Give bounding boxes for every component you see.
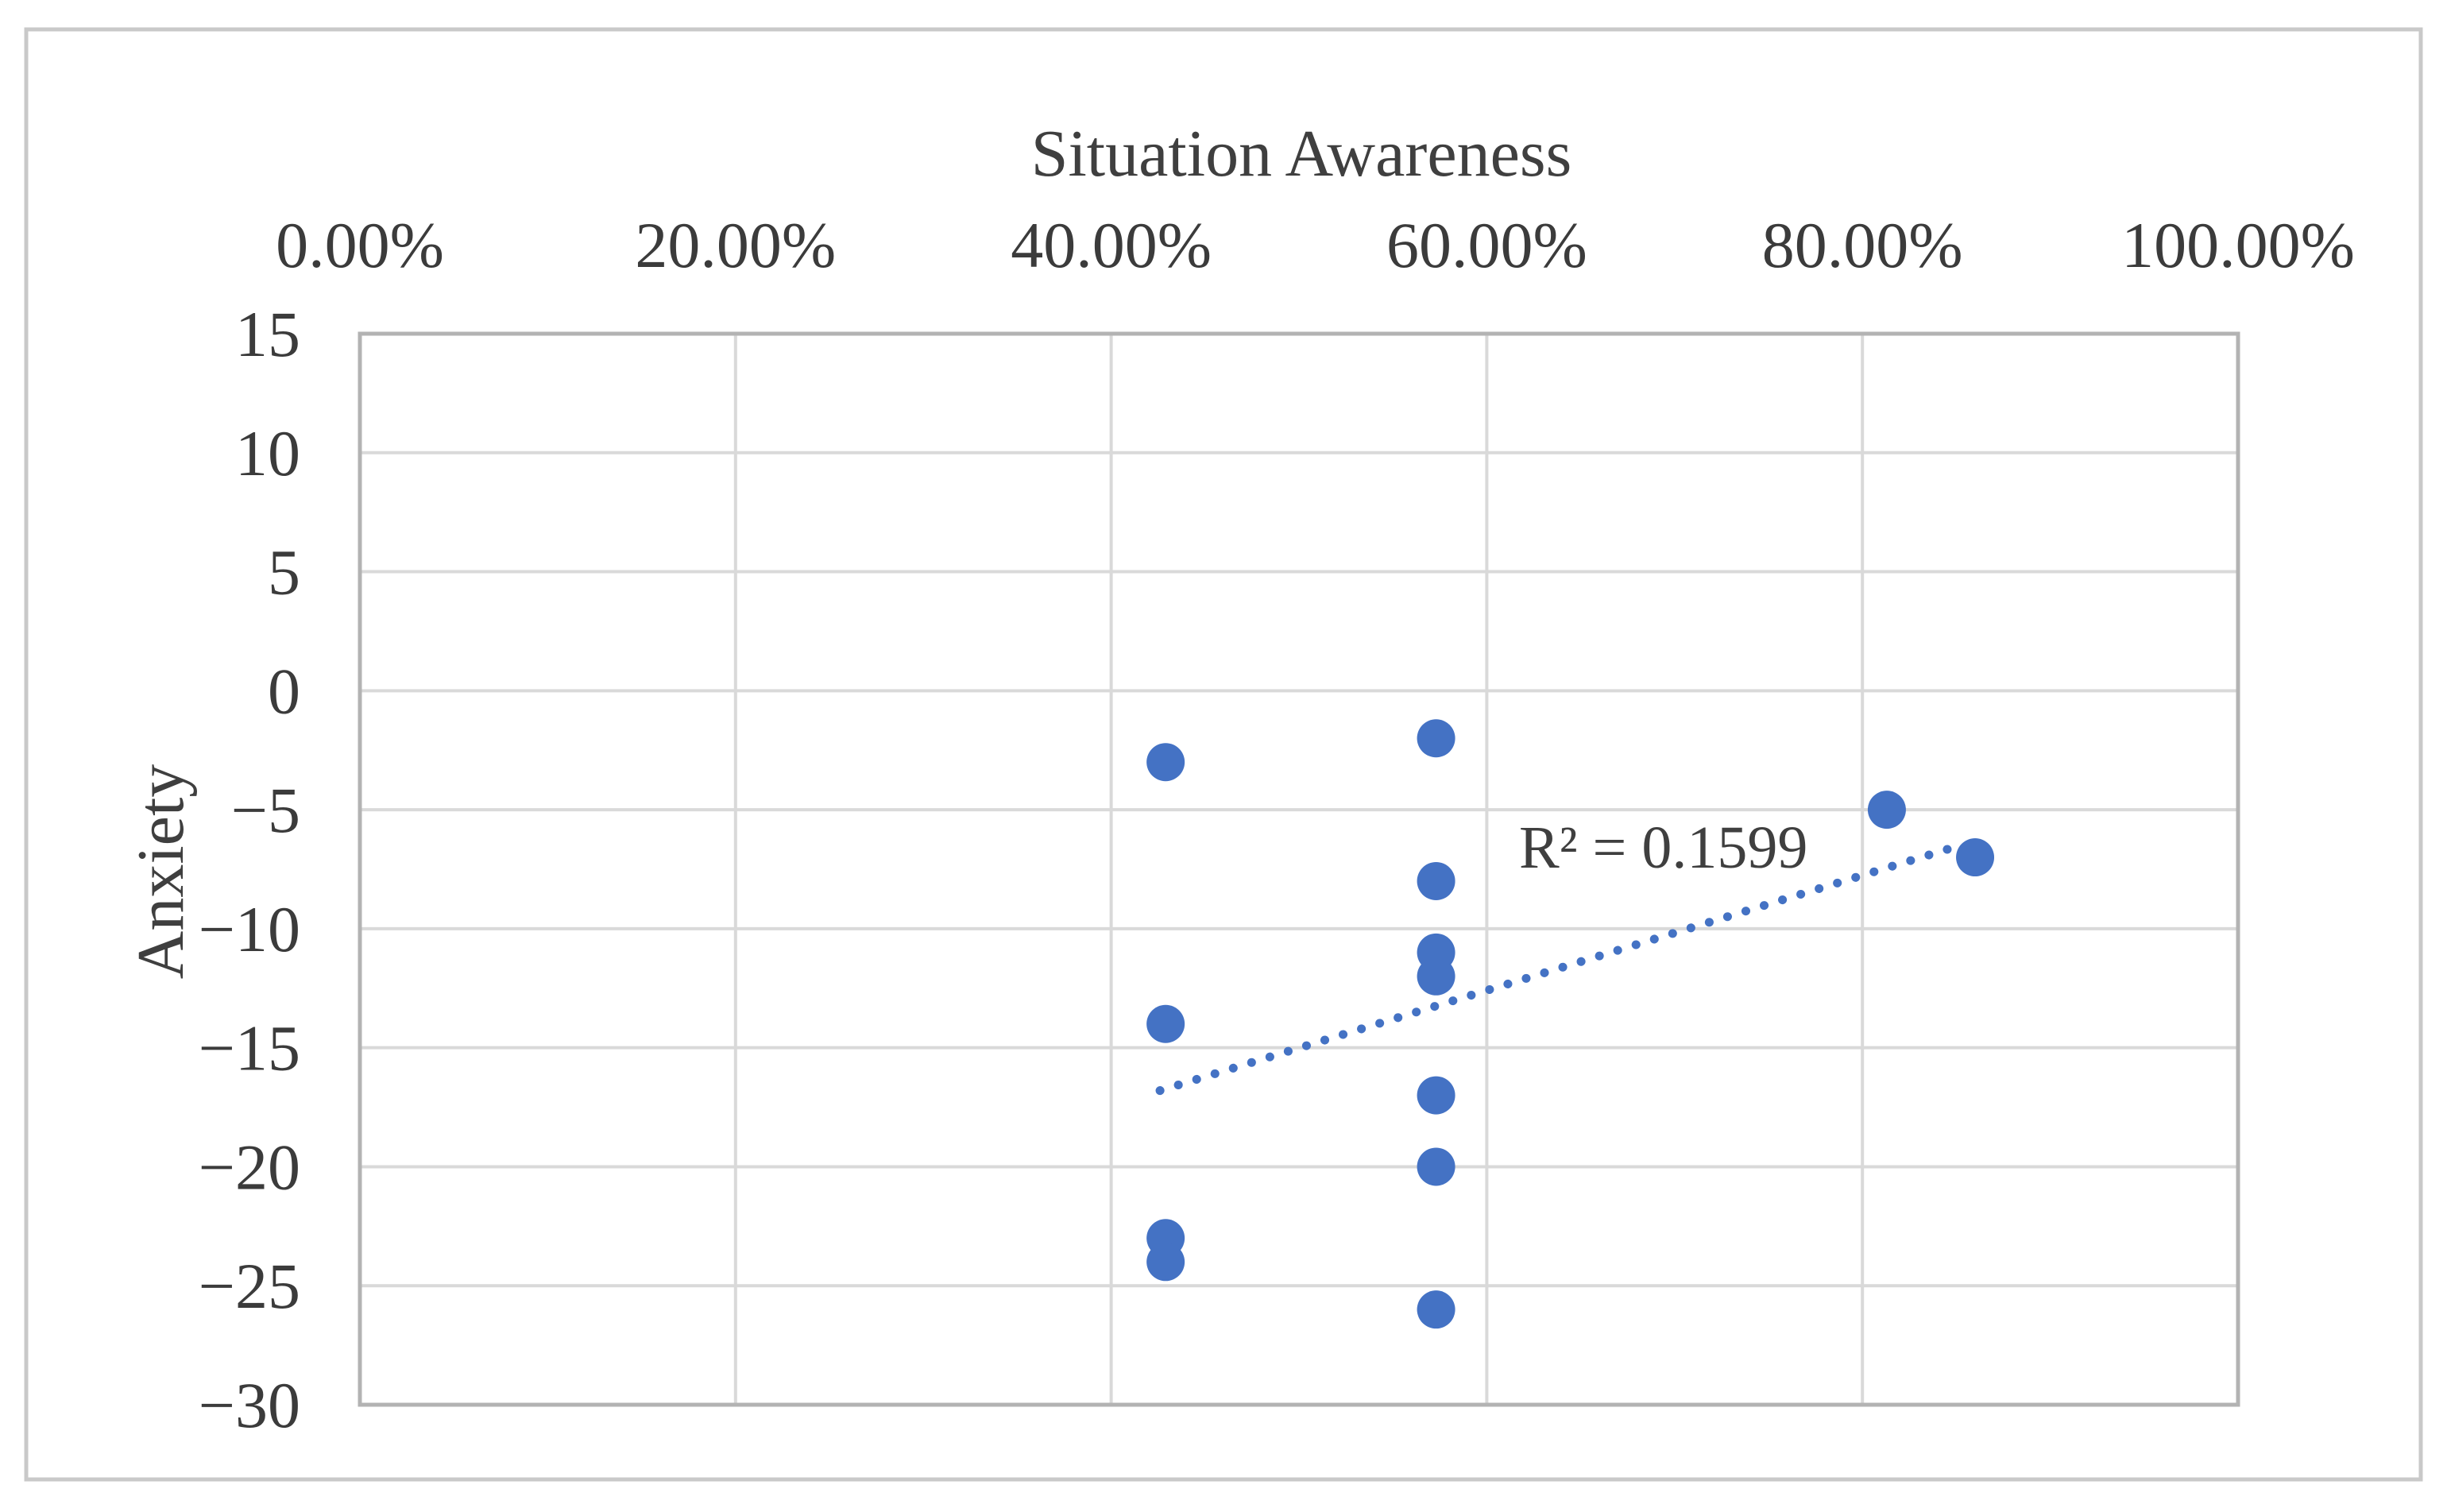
y-tick-label: −30 [199, 1369, 300, 1441]
data-point [1146, 1004, 1185, 1043]
y-tick-label: 5 [268, 536, 300, 609]
x-tick-label: 80.00% [1762, 209, 1963, 281]
y-tick-label: −5 [231, 774, 300, 846]
y-tick-label: −15 [199, 1012, 300, 1085]
x-tick-label: 20.00% [635, 209, 836, 281]
y-tick-label: 0 [268, 655, 300, 727]
data-point [1417, 1076, 1455, 1115]
y-tick-label: 10 [235, 417, 300, 489]
x-tick-label: 60.00% [1386, 209, 1587, 281]
y-tick-label: −20 [199, 1131, 300, 1203]
y-tick-label: −10 [199, 893, 300, 965]
y-tick-label: −25 [199, 1250, 300, 1322]
y-tick-label: 15 [235, 298, 300, 370]
data-point [1956, 838, 1995, 877]
plot-area-border [358, 331, 2240, 1407]
tick-labels-layer: 0.00% 20.00% 40.00% 60.00% 80.00% 100.00% 15 10… [199, 209, 2355, 1441]
data-point [1867, 791, 1906, 829]
data-point [1417, 1290, 1455, 1329]
r-squared-annotation: R² = 0.1599 [1519, 814, 1807, 881]
x-tick-label: 100.00% [2121, 209, 2355, 281]
data-point [1417, 719, 1455, 758]
data-point [1146, 743, 1185, 782]
y-axis-title: Anxiety [124, 764, 198, 980]
x-tick-label: 0.00% [276, 209, 444, 281]
data-point [1146, 1243, 1185, 1282]
data-point [1417, 861, 1455, 900]
data-point [1417, 1147, 1455, 1186]
x-tick-label: 40.00% [1011, 209, 1212, 281]
data-points-layer [1146, 719, 1995, 1329]
x-axis-title: Situation Awareness [1031, 117, 1572, 191]
gridlines-layer [358, 332, 2240, 1406]
figure-border [24, 27, 2423, 1482]
trendline-dotted [1155, 841, 1965, 1096]
data-point [1417, 957, 1455, 996]
